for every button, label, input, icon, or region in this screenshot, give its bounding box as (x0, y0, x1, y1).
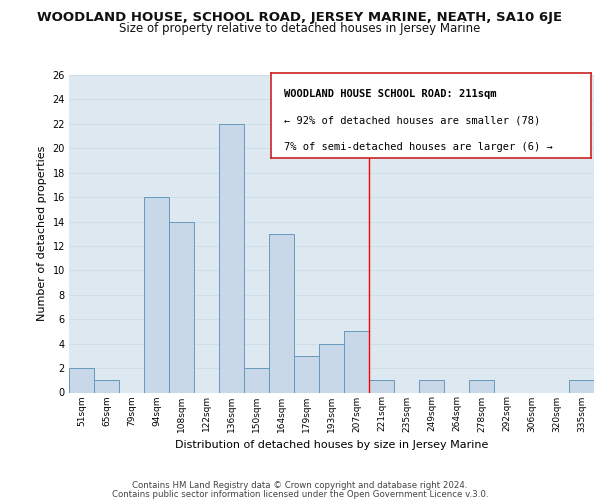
Bar (569, 380, 594, 392)
Text: WOODLAND HOUSE, SCHOOL ROAD, JERSEY MARINE, NEATH, SA10 6JE: WOODLAND HOUSE, SCHOOL ROAD, JERSEY MARI… (37, 11, 563, 24)
Text: Contains HM Land Registry data © Crown copyright and database right 2024.: Contains HM Land Registry data © Crown c… (132, 481, 468, 490)
Bar (219, 124, 244, 392)
Bar (169, 222, 194, 392)
Text: Size of property relative to detached houses in Jersey Marine: Size of property relative to detached ho… (119, 22, 481, 35)
Bar (144, 197, 169, 392)
Text: Contains public sector information licensed under the Open Government Licence v.: Contains public sector information licen… (112, 490, 488, 499)
Bar (369, 380, 394, 392)
Bar (269, 234, 294, 392)
Y-axis label: Number of detached properties: Number of detached properties (37, 146, 47, 322)
Bar (344, 332, 369, 392)
Bar (69, 368, 94, 392)
Bar (319, 344, 344, 392)
Bar (244, 368, 269, 392)
Bar (419, 380, 444, 392)
Bar (469, 380, 494, 392)
Bar (94, 380, 119, 392)
Bar (294, 356, 319, 393)
X-axis label: Distribution of detached houses by size in Jersey Marine: Distribution of detached houses by size … (175, 440, 488, 450)
